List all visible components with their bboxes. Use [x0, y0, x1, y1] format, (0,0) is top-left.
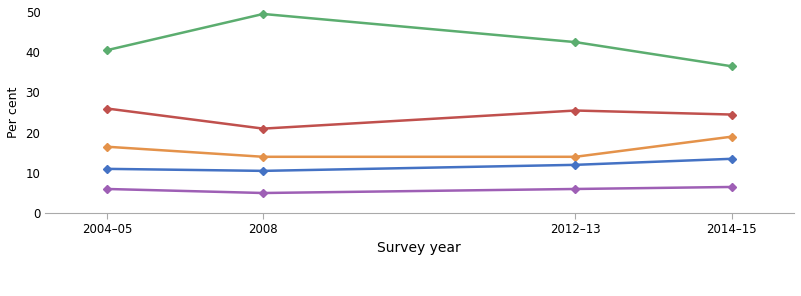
Line: 3rd quintile: 3rd quintile [104, 134, 735, 160]
2nd quintile [103, 107, 112, 110]
Highest quintile [103, 187, 112, 191]
Line: Highest quintile: Highest quintile [104, 184, 735, 196]
Highest quintile [727, 185, 736, 189]
Highest quintile [259, 191, 268, 195]
2nd quintile [259, 127, 268, 131]
Lowest quintile [727, 65, 736, 68]
4th quintile [259, 169, 268, 173]
Lowest quintile [570, 40, 580, 44]
Lowest quintile [259, 12, 268, 16]
4th quintile [727, 157, 736, 160]
2nd quintile [570, 109, 580, 112]
Lowest quintile [103, 48, 112, 52]
3rd quintile [259, 155, 268, 159]
X-axis label: Survey year: Survey year [377, 242, 461, 255]
Highest quintile [570, 187, 580, 191]
Line: 2nd quintile: 2nd quintile [104, 106, 735, 131]
4th quintile [103, 167, 112, 170]
3rd quintile [570, 155, 580, 159]
Y-axis label: Per cent: Per cent [7, 87, 20, 138]
Line: Lowest quintile: Lowest quintile [104, 11, 735, 69]
3rd quintile [103, 145, 112, 149]
2nd quintile [727, 113, 736, 116]
3rd quintile [727, 135, 736, 139]
4th quintile [570, 163, 580, 167]
Line: 4th quintile: 4th quintile [104, 156, 735, 174]
